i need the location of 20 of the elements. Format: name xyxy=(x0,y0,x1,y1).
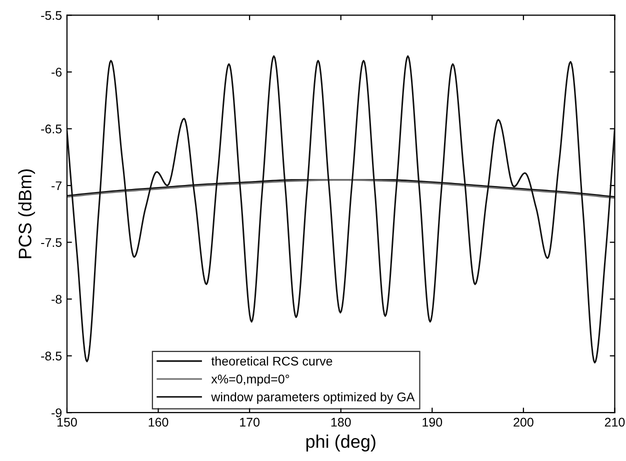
x-tick-label: 190 xyxy=(422,418,442,427)
y-tick-label: -7.5 xyxy=(41,238,62,247)
y-tick-label: -8 xyxy=(52,294,62,304)
y-tick-label: -6 xyxy=(52,68,62,77)
x-tick-label: 200 xyxy=(514,418,534,427)
x-tick-label: 160 xyxy=(148,418,168,427)
x-tick-label: 150 xyxy=(58,418,77,427)
x-axis-title: phi (deg) xyxy=(306,434,376,452)
y-tick-label: -6.5 xyxy=(41,124,62,134)
y-tick-label: -5.5 xyxy=(41,11,62,20)
y-axis-title: PCS (dBm) xyxy=(18,169,36,258)
legend-label: x%=0,mpd=0° xyxy=(211,374,290,386)
x-tick-label: 170 xyxy=(240,418,260,427)
x-tick-label: 210 xyxy=(604,418,625,427)
y-tick-label: -7 xyxy=(52,181,62,190)
x-tick-label: 180 xyxy=(331,418,351,427)
y-tick-label: -9 xyxy=(52,408,62,418)
legend-label: theoretical RCS curve xyxy=(211,356,332,366)
legend-label: window parameters optimized by GA xyxy=(211,392,415,404)
y-tick-label: -8.5 xyxy=(41,352,62,360)
